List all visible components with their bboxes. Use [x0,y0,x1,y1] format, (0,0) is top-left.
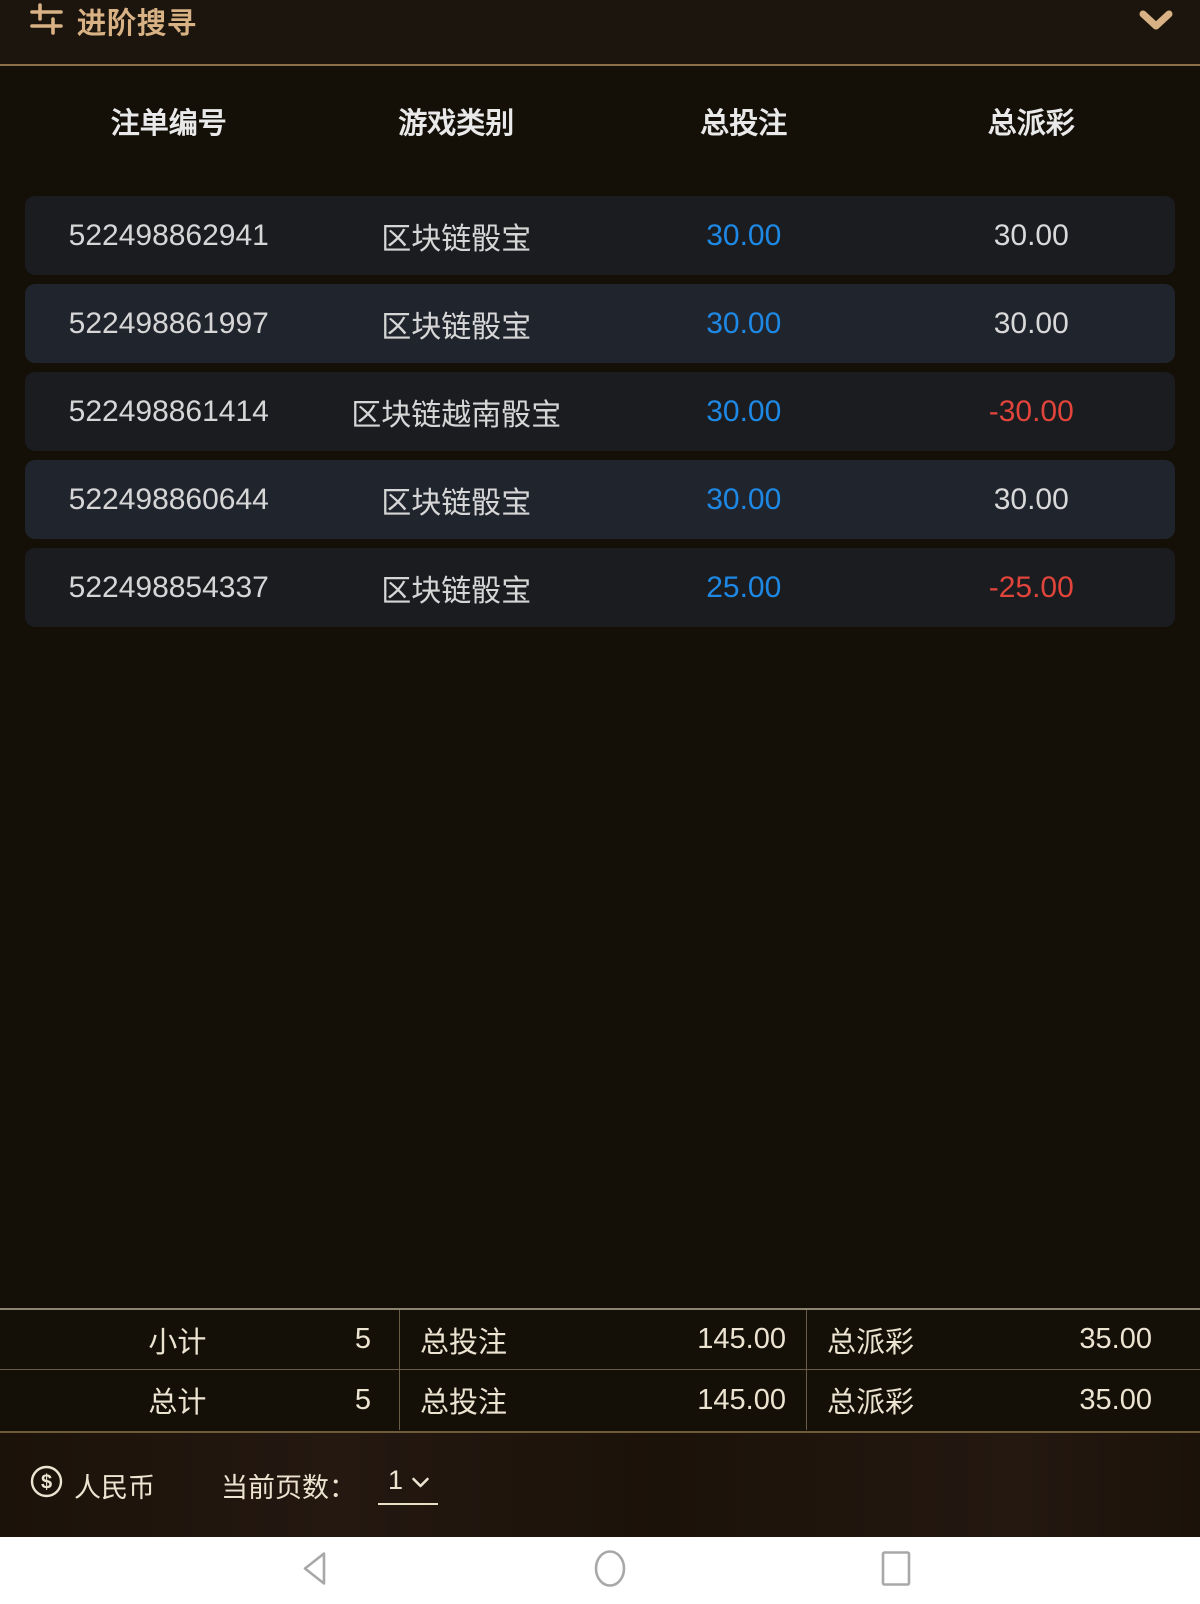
dollar-circle-icon: $ [30,1465,63,1505]
subtotal-payout-value: 35.00 [1079,1323,1152,1355]
nav-home-icon[interactable] [592,1547,628,1594]
currency-indicator: $ 人民币 [30,1465,155,1505]
page-number: 1 [388,1465,404,1495]
summary-section: 小计 5 总投注 145.00 总派彩 35.00 总计 5 总投注 145.0… [0,1308,1200,1433]
bet-id: 522498860644 [68,482,269,516]
currency-label: 人民币 [74,1472,155,1503]
svg-text:$: $ [41,1472,52,1494]
total-payout-label: 总派彩 [827,1387,915,1419]
subtotal-payout-label: 总派彩 [827,1326,915,1359]
total-bet-value: 30.00 [706,394,782,428]
table-header: 注单编号 游戏类别 总投注 总派彩 [0,66,1200,176]
advanced-search-bar: 进阶搜寻 [0,0,1200,66]
total-bet-value: 30.00 [706,306,782,340]
page-label: 当前页数： [221,1472,356,1503]
total-label: 总计 [148,1387,207,1419]
chevron-small-down-icon [411,1465,430,1496]
table-row[interactable]: 522498860644 区块链骰宝 30.00 30.00 [25,460,1175,539]
page-select-dropdown[interactable]: 1 [378,1465,439,1505]
bet-id: 522498854337 [68,570,269,604]
nav-recents-icon[interactable] [880,1549,912,1592]
table-row[interactable]: 522498854337 区块链骰宝 25.00 -25.00 [25,548,1175,627]
total-payout-value: 30.00 [993,218,1069,252]
column-header-bet-id: 注单编号 [110,108,227,140]
game-category: 区块链骰宝 [381,574,532,608]
advanced-search-toggle[interactable]: 进阶搜寻 [28,2,197,40]
column-header-total-bet: 总投注 [700,108,788,140]
chevron-down-icon[interactable] [1138,9,1174,38]
total-bet-value: 30.00 [706,218,782,252]
empty-area [0,636,1200,1308]
game-category: 区块链越南骰宝 [351,398,562,432]
nav-back-icon[interactable] [300,1550,330,1591]
table-row[interactable]: 522498862941 区块链骰宝 30.00 30.00 [25,196,1175,275]
bet-id: 522498862941 [68,218,269,252]
total-bet-value: 25.00 [706,570,782,604]
subtotal-bet-label: 总投注 [420,1326,508,1359]
bet-id: 522498861414 [68,394,269,428]
total-payout-value: 30.00 [993,482,1069,516]
page-title: 进阶搜寻 [77,8,198,40]
total-payout-value: -25.00 [988,570,1074,604]
column-header-game-category: 游戏类别 [398,108,515,140]
table-row[interactable]: 522498861997 区块链骰宝 30.00 30.00 [25,284,1175,363]
total-payout-value: -30.00 [988,394,1074,428]
total-count: 5 [354,1383,371,1416]
sliders-icon [28,1,65,41]
subtotal-row: 小计 5 总投注 145.00 总派彩 35.00 [0,1310,1200,1370]
total-bet-value: 30.00 [706,482,782,516]
total-payout-value: 30.00 [993,306,1069,340]
bet-id: 522498861997 [68,306,269,340]
total-bet-label: 总投注 [420,1387,508,1419]
android-nav-bar [0,1537,1200,1604]
footer-bar: $ 人民币 当前页数： 1 [0,1433,1200,1537]
game-category: 区块链骰宝 [381,310,532,344]
page-selector-group: 当前页数： 1 [221,1465,439,1505]
subtotal-count: 5 [354,1323,371,1355]
total-payout-value: 35.00 [1079,1383,1152,1416]
game-category: 区块链骰宝 [381,222,532,256]
subtotal-bet-value: 145.00 [697,1323,786,1355]
records-list: 522498862941 区块链骰宝 30.00 30.00 522498861… [0,196,1200,636]
table-row[interactable]: 522498861414 区块链越南骰宝 30.00 -30.00 [25,372,1175,451]
grand-total-row: 总计 5 总投注 145.00 总派彩 35.00 [0,1370,1200,1430]
column-header-total-payout: 总派彩 [987,108,1075,140]
subtotal-label: 小计 [148,1326,207,1359]
total-bet-value: 145.00 [697,1383,786,1416]
game-category: 区块链骰宝 [381,486,532,520]
